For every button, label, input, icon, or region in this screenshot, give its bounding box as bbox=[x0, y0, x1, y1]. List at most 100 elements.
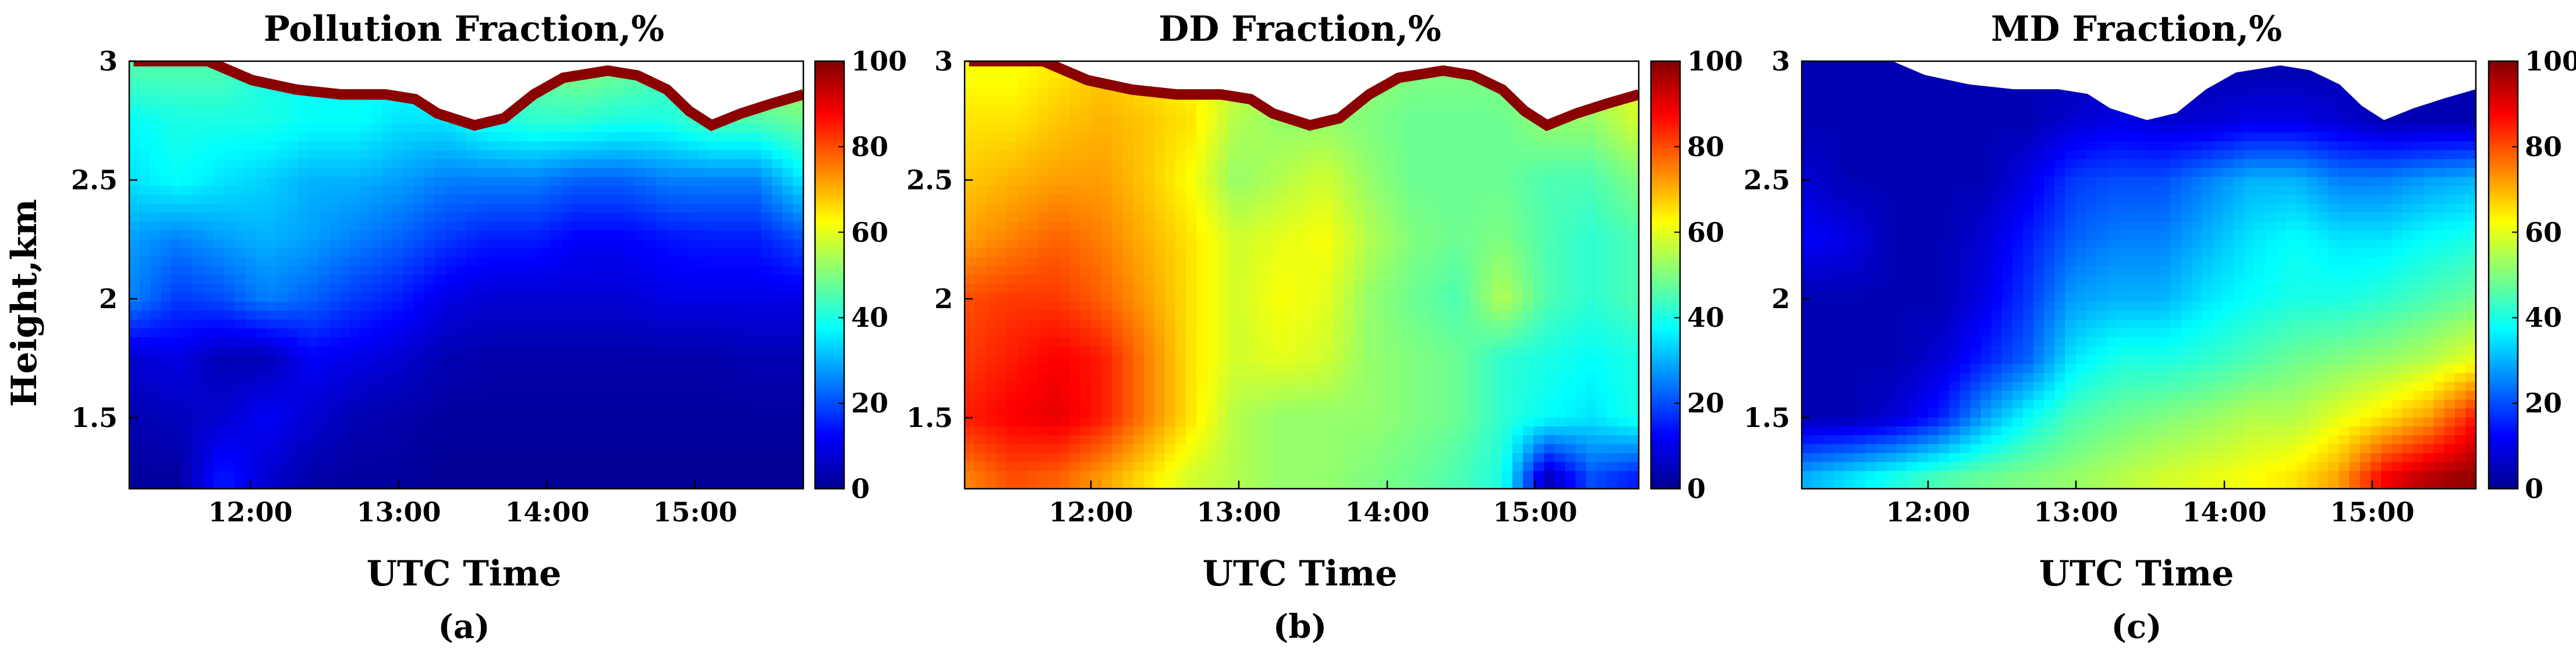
heatmap-cell bbox=[277, 310, 288, 320]
heatmap-cell bbox=[687, 453, 699, 463]
heatmap-cell bbox=[645, 248, 657, 258]
heatmap-cell bbox=[550, 417, 562, 427]
heatmap-cell bbox=[1302, 400, 1313, 410]
heatmap-cell bbox=[329, 212, 341, 223]
heatmap-cell bbox=[1323, 177, 1334, 186]
heatmap-cell bbox=[445, 275, 456, 285]
heatmap-cell bbox=[287, 212, 299, 223]
heatmap-cell bbox=[150, 221, 162, 231]
heatmap-cell bbox=[477, 310, 488, 320]
heatmap-cell bbox=[1154, 373, 1165, 383]
heatmap-cell bbox=[1259, 266, 1271, 276]
heatmap-cell bbox=[318, 462, 330, 472]
heatmap-cell bbox=[1302, 186, 1313, 196]
heatmap-cell bbox=[1270, 141, 1281, 151]
heatmap-cell bbox=[719, 212, 731, 223]
heatmap-cell bbox=[761, 471, 773, 481]
heatmap-cell bbox=[508, 257, 520, 267]
heatmap-cell bbox=[624, 435, 636, 445]
heatmap-cell bbox=[1344, 346, 1355, 356]
heatmap-cell bbox=[550, 408, 562, 418]
heatmap-cell bbox=[371, 426, 383, 436]
heatmap-cell bbox=[1280, 195, 1292, 204]
heatmap-cell bbox=[750, 390, 762, 400]
heatmap-cell bbox=[655, 355, 667, 365]
heatmap-cell bbox=[1280, 203, 1292, 213]
heatmap-cell bbox=[782, 363, 793, 374]
heatmap-cell bbox=[445, 239, 456, 249]
heatmap-cell bbox=[150, 275, 162, 285]
heatmap-cell bbox=[1017, 382, 1029, 391]
heatmap-cell bbox=[571, 168, 583, 178]
heatmap-cell bbox=[213, 400, 225, 410]
heatmap-cell bbox=[1228, 292, 1239, 302]
heatmap-cell bbox=[1059, 479, 1071, 489]
heatmap-cell bbox=[614, 479, 625, 489]
heatmap-cell bbox=[361, 471, 372, 481]
heatmap-cell bbox=[719, 186, 731, 196]
heatmap-cell bbox=[975, 203, 986, 213]
heatmap-cell bbox=[1091, 177, 1103, 186]
heatmap-cell bbox=[140, 123, 151, 133]
heatmap-cell bbox=[1007, 141, 1018, 151]
heatmap-cell bbox=[986, 212, 997, 223]
heatmap-cell bbox=[434, 462, 446, 472]
heatmap-cell bbox=[1365, 408, 1376, 418]
heatmap-cell bbox=[129, 462, 140, 472]
heatmap-cell bbox=[740, 150, 752, 160]
heatmap-cell bbox=[1007, 284, 1018, 294]
heatmap-cell bbox=[256, 248, 267, 258]
heatmap-cell bbox=[1217, 382, 1229, 391]
heatmap-cell bbox=[614, 186, 625, 196]
heatmap-cell bbox=[140, 266, 151, 276]
heatmap-cell bbox=[413, 284, 425, 294]
heatmap-cell bbox=[561, 266, 572, 276]
heatmap-cell bbox=[161, 105, 172, 115]
heatmap-cell bbox=[645, 186, 657, 196]
heatmap-cell bbox=[1312, 275, 1323, 285]
heatmap-cell bbox=[1312, 426, 1323, 436]
heatmap-cell bbox=[350, 105, 362, 115]
heatmap-cell bbox=[1038, 444, 1050, 454]
heatmap-cell bbox=[382, 417, 394, 427]
heatmap-cell bbox=[382, 426, 394, 436]
heatmap-cell bbox=[329, 203, 341, 213]
heatmap-cell bbox=[771, 355, 783, 365]
heatmap-cell bbox=[203, 355, 214, 365]
heatmap-cell bbox=[1007, 105, 1018, 115]
heatmap-cell bbox=[729, 400, 741, 410]
heatmap-cell bbox=[593, 266, 604, 276]
heatmap-cell bbox=[403, 390, 414, 400]
heatmap-cell bbox=[1048, 444, 1060, 454]
heatmap-cell bbox=[403, 266, 414, 276]
heatmap-cell bbox=[1048, 132, 1060, 142]
heatmap-cell bbox=[434, 390, 446, 400]
heatmap-cell bbox=[1312, 266, 1323, 276]
heatmap-cell bbox=[719, 141, 731, 151]
heatmap-cell bbox=[445, 203, 456, 213]
heatmap-cell bbox=[698, 471, 709, 481]
heatmap-cell bbox=[445, 168, 456, 178]
heatmap-cell bbox=[455, 355, 467, 365]
panel-a: Pollution Fraction,% 3 2.5 2 1.5 12:00 1… bbox=[71, 9, 907, 646]
heatmap-cell bbox=[487, 301, 499, 311]
heatmap-cell bbox=[529, 239, 541, 249]
heatmap-cell bbox=[224, 79, 235, 89]
heatmap-cell bbox=[582, 186, 593, 196]
heatmap-cell bbox=[1164, 212, 1176, 223]
heatmap-cell bbox=[1080, 400, 1092, 410]
heatmap-cell bbox=[318, 105, 330, 115]
heatmap-cell bbox=[277, 203, 288, 213]
heatmap-cell bbox=[382, 159, 394, 169]
heatmap-cell bbox=[329, 363, 341, 374]
heatmap-cell bbox=[666, 257, 678, 267]
heatmap-cell bbox=[655, 319, 667, 329]
heatmap-cell bbox=[392, 114, 404, 124]
heatmap-cell bbox=[782, 471, 793, 481]
heatmap-cell bbox=[1133, 159, 1145, 169]
heatmap-cell bbox=[498, 471, 509, 481]
heatmap-cell bbox=[371, 275, 383, 285]
heatmap-cell bbox=[1133, 435, 1145, 445]
heatmap-cell bbox=[403, 363, 414, 374]
heatmap-cell bbox=[413, 328, 425, 338]
